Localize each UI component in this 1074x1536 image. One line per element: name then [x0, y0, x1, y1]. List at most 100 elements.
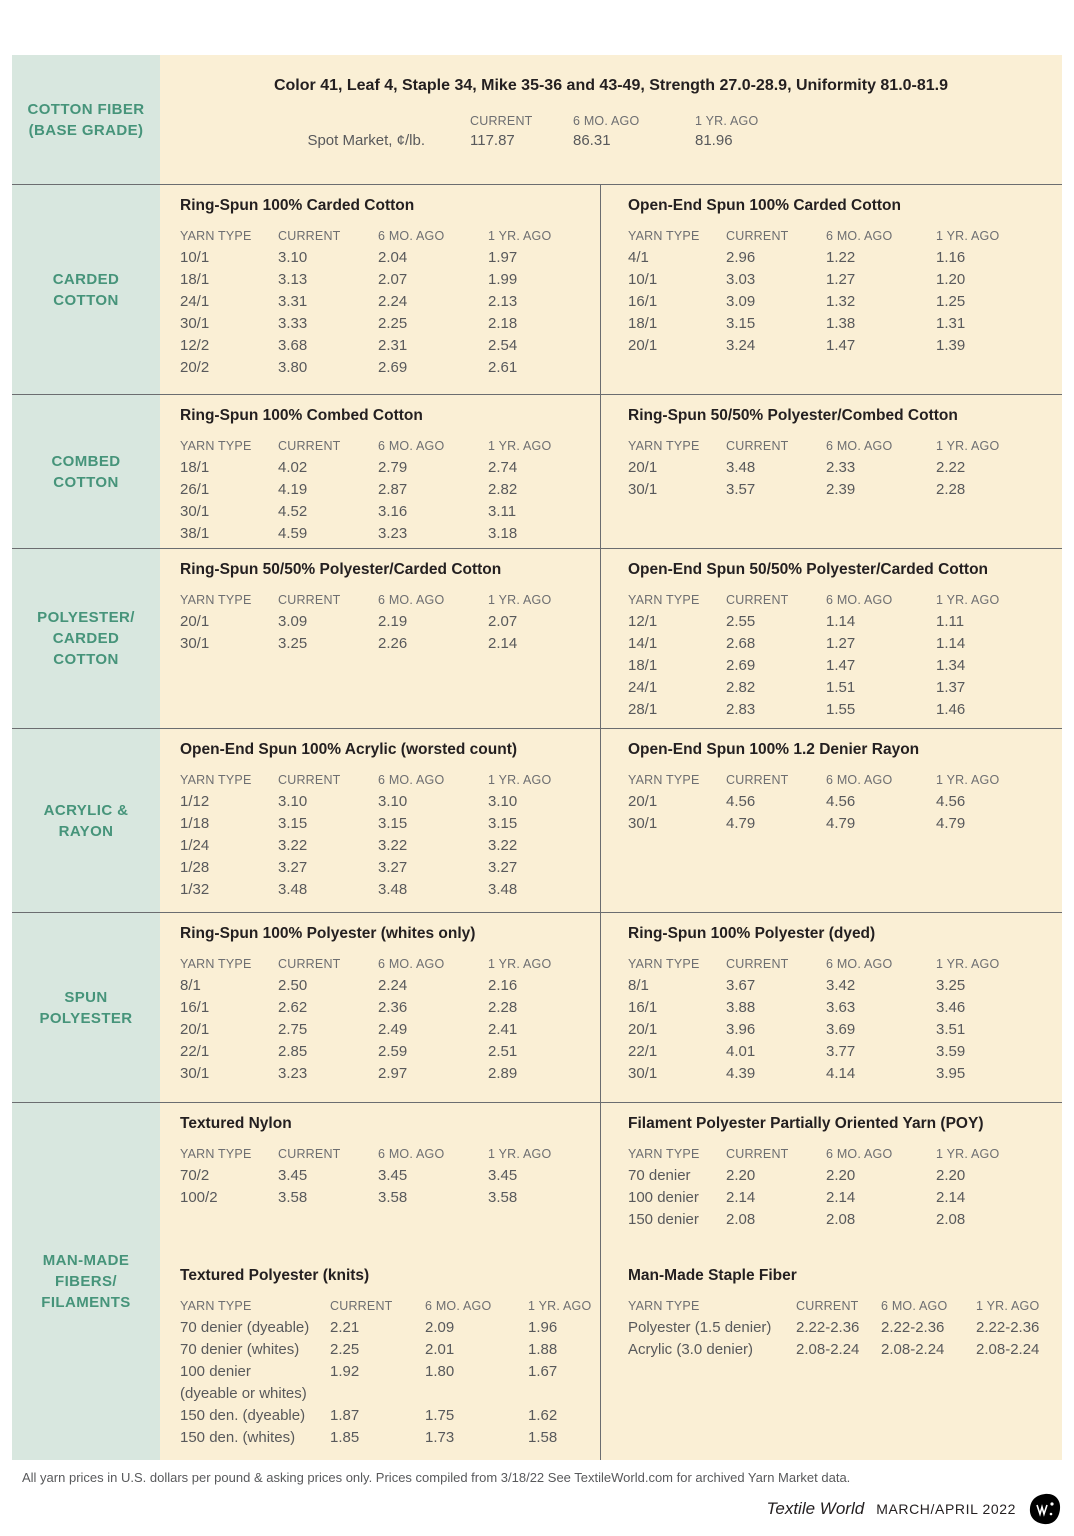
price-cell: 2.13 — [488, 293, 518, 310]
price-cell: 2.87 — [378, 481, 408, 498]
column-header: CURRENT — [278, 773, 341, 787]
price-cell: 4.14 — [826, 1065, 856, 1082]
price-cell: 4.01 — [726, 1043, 756, 1060]
price-cell: 4.79 — [936, 815, 966, 832]
column-header: YARN TYPE — [628, 957, 700, 971]
price-cell: 2.14 — [726, 1189, 756, 1206]
price-cell: 3.09 — [278, 613, 308, 630]
column-header: CURRENT — [726, 773, 789, 787]
column-header-6mo: 6 MO. AGO — [573, 114, 640, 128]
price-cell: 2.21 — [330, 1319, 360, 1336]
table-grid: YARN TYPE CURRENT 6 MO. AGO 1 YR. AGO 8/1 2.5… — [180, 953, 551, 1085]
yarn-type-cell: 18/1 — [180, 459, 210, 476]
column-header: 6 MO. AGO — [826, 957, 893, 971]
price-cell: 1.58 — [528, 1429, 558, 1446]
price-cell: 4.52 — [278, 503, 308, 520]
price-cell: 2.50 — [278, 977, 308, 994]
price-cell: 3.27 — [378, 859, 408, 876]
tables-right: Ring-Spun 50/50% Polyester/Combed Cotton… — [600, 395, 1062, 548]
price-cell: 1.27 — [826, 271, 856, 288]
issue-date: MARCH/APRIL 2022 — [876, 1501, 1016, 1517]
price-cell: 1.47 — [826, 337, 856, 354]
side-label: POLYESTER/ CARDED COTTON — [12, 549, 160, 728]
column-header: YARN TYPE — [628, 229, 700, 243]
yarn-type-cell: 30/1 — [628, 815, 658, 832]
yarn-type-cell: 20/2 — [180, 359, 210, 376]
table-title: Textured Nylon — [180, 1115, 292, 1132]
price-table: Textured Nylon YARN TYPE CURRENT 6 MO. AGO 1… — [180, 1115, 551, 1267]
price-cell: 2.08-2.24 — [976, 1341, 1040, 1358]
column-header: 6 MO. AGO — [378, 439, 445, 453]
yarn-type-cell: 18/1 — [180, 271, 210, 288]
section-row: POLYESTER/ CARDED COTTON Ring-Spun 50/50%… — [12, 549, 1062, 729]
table-title: Ring-Spun 50/50% Polyester/Carded Cotton — [180, 561, 502, 578]
price-cell: 2.07 — [488, 613, 518, 630]
section-row: COMBED COTTON Ring-Spun 100% Combed Cotto… — [12, 395, 1062, 549]
yarn-type-cell: 4/1 — [628, 249, 649, 266]
column-header: YARN TYPE — [628, 439, 700, 453]
yarn-type-cell: 12/2 — [180, 337, 210, 354]
price-cell: 2.20 — [726, 1167, 756, 1184]
price-cell: 2.49 — [378, 1021, 408, 1038]
column-header: 6 MO. AGO — [378, 229, 445, 243]
price-cell: 2.83 — [726, 701, 756, 718]
price-cell: 3.15 — [726, 315, 756, 332]
column-header: CURRENT — [726, 957, 789, 971]
price-cell: 3.77 — [826, 1043, 856, 1060]
price-cell: 1.96 — [528, 1319, 558, 1336]
column-header: 1 YR. AGO — [936, 957, 1000, 971]
price-cell: 4.79 — [826, 815, 856, 832]
column-header: CURRENT — [278, 1147, 341, 1161]
price-cell: 3.58 — [278, 1189, 308, 1206]
column-header: YARN TYPE — [180, 229, 252, 243]
price-cell: 3.15 — [378, 815, 408, 832]
price-cell: 2.39 — [826, 481, 856, 498]
price-cell: 1.20 — [936, 271, 966, 288]
price-cell: 3.18 — [488, 525, 518, 542]
price-cell: 2.25 — [378, 315, 408, 332]
yarn-type-cell: 24/1 — [180, 293, 210, 310]
price-cell: 1.87 — [330, 1407, 360, 1424]
price-cell: 2.31 — [378, 337, 408, 354]
price-cell: 2.82 — [488, 481, 518, 498]
column-header: 1 YR. AGO — [488, 229, 552, 243]
yarn-type-cell: 22/1 — [628, 1043, 658, 1060]
price-cell: 1.37 — [936, 679, 966, 696]
price-cell: 1.25 — [936, 293, 966, 310]
price-cell: 3.23 — [378, 525, 408, 542]
price-cell: 3.48 — [378, 881, 408, 898]
price-cell: 3.45 — [278, 1167, 308, 1184]
price-cell: 2.26 — [378, 635, 408, 652]
table-grid: YARN TYPE CURRENT 6 MO. AGO 1 YR. AGO 70 den… — [628, 1143, 999, 1231]
section-row: ACRYLIC & RAYON Open-End Spun 100% Acryli… — [12, 729, 1062, 913]
price-cell: 3.22 — [278, 837, 308, 854]
column-header: CURRENT — [278, 229, 341, 243]
yarn-type-cell: 1/18 — [180, 815, 210, 832]
price-cell: 1.55 — [826, 701, 856, 718]
column-header: 6 MO. AGO — [378, 593, 445, 607]
yarn-type-cell: 1/24 — [180, 837, 210, 854]
table-grid: YARN TYPE CURRENT 6 MO. AGO 1 YR. AGO 10/1 3.… — [180, 225, 551, 379]
table-grid: YARN TYPE CURRENT 6 MO. AGO 1 YR. AGO 1/12 3.… — [180, 769, 551, 901]
yarn-type-cell: 12/1 — [628, 613, 658, 630]
price-cell: 3.03 — [726, 271, 756, 288]
price-cell: 2.08 — [936, 1211, 966, 1228]
price-cell: 3.51 — [936, 1021, 966, 1038]
table-title: Ring-Spun 100% Combed Cotton — [180, 407, 423, 424]
tables-left: Ring-Spun 100% Carded Cotton YARN TYPE CUR… — [160, 185, 600, 394]
price-cell: 2.68 — [726, 635, 756, 652]
price-cell: 1.92 — [330, 1363, 360, 1380]
price-cell: 3.13 — [278, 271, 308, 288]
price-table: Ring-Spun 50/50% Polyester/Combed Cotton… — [628, 407, 999, 501]
price-cell: 2.22-2.36 — [976, 1319, 1040, 1336]
price-cell: 2.82 — [726, 679, 756, 696]
yarn-type-cell: 1/12 — [180, 793, 210, 810]
tables-right: Ring-Spun 100% Polyester (dyed) YARN TYPE… — [600, 913, 1062, 1102]
price-cell: 3.68 — [278, 337, 308, 354]
yarn-type-cell: 30/1 — [180, 315, 210, 332]
column-header: CURRENT — [278, 593, 341, 607]
price-table: Open-End Spun 50/50% Polyester/Carded Co… — [628, 561, 999, 721]
yarn-type-cell: 16/1 — [180, 999, 210, 1016]
section-row: SPUN POLYESTER Ring-Spun 100% Polyester (… — [12, 913, 1062, 1103]
price-cell: 2.59 — [378, 1043, 408, 1060]
